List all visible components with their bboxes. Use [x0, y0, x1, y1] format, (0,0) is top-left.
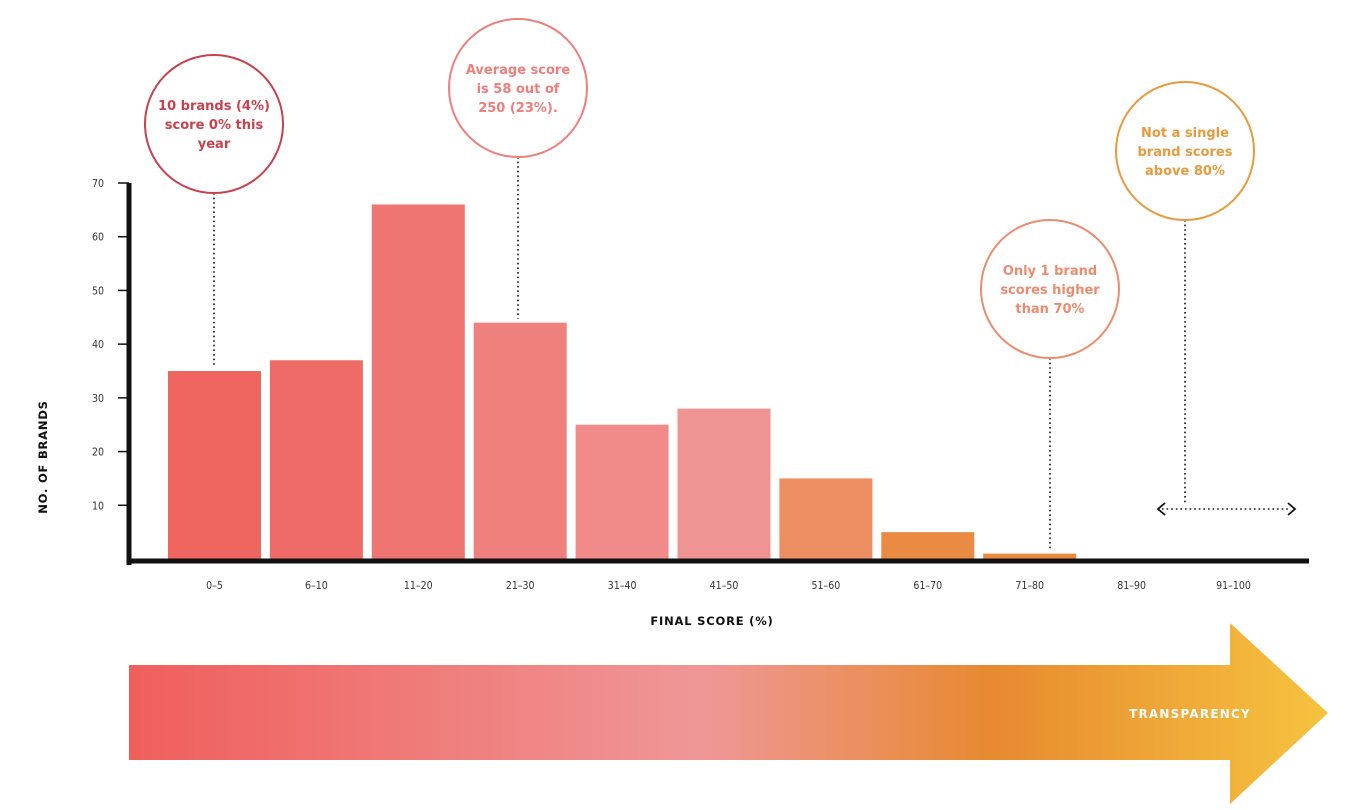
bar-51–60	[779, 478, 873, 559]
x-tick-label: 21–30	[506, 580, 535, 592]
y-tick-label: 20	[92, 447, 104, 459]
x-tick-label: 6–10	[305, 580, 328, 592]
y-tick-label: 30	[92, 393, 104, 405]
bar-71–80	[983, 553, 1077, 559]
range-arrow-81-100	[1156, 502, 1297, 516]
annotation-circle	[1115, 81, 1255, 221]
bar-0–5	[168, 371, 261, 559]
x-tick-label: 31–40	[608, 580, 637, 592]
y-tick-label: 70	[92, 178, 104, 190]
y-tick-label: 40	[92, 339, 104, 351]
annotation-circle	[980, 219, 1120, 359]
annotation-text: 10 brands (4%) score 0% this year	[158, 99, 270, 152]
bar-61–70	[881, 532, 975, 559]
annotation-text: Not a single brand scores above 80%	[1138, 126, 1233, 179]
bar-6–10	[269, 360, 363, 559]
x-tick-label: 0–5	[206, 580, 223, 592]
bar-21–30	[473, 322, 567, 559]
annotation-1: 10 brands (4%) score 0% this year	[144, 54, 284, 367]
x-tick-label: 61–70	[913, 580, 942, 592]
x-tick-label: 11–20	[404, 580, 433, 592]
transparency-label: TRANSPARENCY	[1129, 707, 1251, 721]
x-tick-label: 71–80	[1015, 580, 1044, 592]
bar-11–20	[371, 204, 465, 559]
annotation-text: Only 1 brand scores higher than 70%	[1000, 264, 1100, 317]
bar-41–50	[677, 408, 771, 559]
annotation-circle	[144, 54, 284, 194]
y-tick-label: 10	[92, 500, 104, 512]
x-tick-label: 81–90	[1117, 580, 1146, 592]
annotation-3: Only 1 brand scores higher than 70%	[980, 219, 1120, 550]
annotation-2: Average score is 58 out of 250 (23%).	[448, 18, 588, 319]
y-tick-label: 50	[92, 285, 104, 297]
bar-31–40	[575, 424, 669, 559]
x-tick-label: 41–50	[710, 580, 739, 592]
annotation-4: Not a single brand scores above 80%	[1115, 81, 1255, 505]
y-tick-label: 60	[92, 232, 104, 244]
annotation-text: Average score is 58 out of 250 (23%).	[466, 63, 571, 116]
y-axis-label: NO. OF BRANDS	[36, 400, 50, 514]
x-tick-label: 51–60	[812, 580, 841, 592]
x-axis-label: FINAL SCORE (%)	[650, 614, 773, 628]
x-tick-label: 91–100	[1216, 580, 1251, 592]
transparency-arrow	[129, 623, 1328, 804]
annotation-circle	[448, 18, 588, 158]
